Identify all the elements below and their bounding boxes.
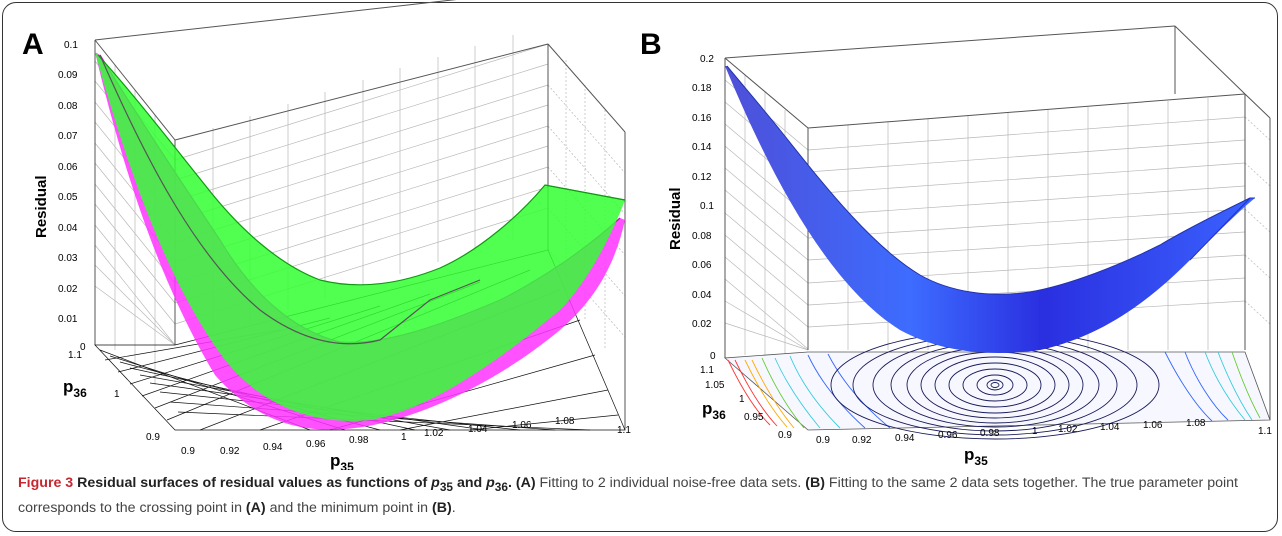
panel-b-y-tick: 1 bbox=[739, 394, 745, 405]
panel-a-x-tick: 0.94 bbox=[263, 442, 283, 453]
panel-b: B bbox=[640, 25, 1272, 468]
panel-a-y-label: p36 bbox=[63, 377, 87, 400]
caption-ref-a2: (A) bbox=[245, 499, 266, 516]
panel-b-z-tick: 0.16 bbox=[692, 113, 712, 124]
panel-a-x-tick: 1.1 bbox=[617, 425, 631, 436]
panel-a-z-tick: 0.01 bbox=[58, 314, 78, 325]
caption-text-c: and the minimum point in bbox=[265, 499, 433, 516]
panel-b-surface-blue bbox=[725, 65, 1255, 353]
panel-b-x-tick: 1 bbox=[1032, 426, 1038, 437]
panel-b-letter: B bbox=[640, 28, 662, 61]
panel-b-box bbox=[724, 25, 1271, 420]
panel-b-z-ticks: 0.2 0.18 0.16 0.14 0.12 0.1 0.08 0.06 0.… bbox=[692, 54, 716, 362]
panel-a-x-ticks: 0.9 0.92 0.94 0.96 0.98 1 1.02 1.04 1.06… bbox=[181, 416, 631, 457]
caption-ref-a: (A) bbox=[515, 475, 536, 491]
caption-text-d: . bbox=[451, 499, 456, 516]
panel-b-x-tick: 0.94 bbox=[895, 433, 915, 444]
panel-b-z-tick: 0.08 bbox=[692, 231, 712, 242]
caption-title: Residual surfaces of residual values as … bbox=[77, 475, 512, 494]
panel-a-y-tick: 1.1 bbox=[68, 350, 82, 361]
panel-a-z-ticks: 0.1 0.09 0.08 0.07 0.06 0.05 0.04 0.03 0… bbox=[58, 40, 86, 353]
panel-b-x-label: p35 bbox=[964, 445, 988, 468]
panel-a-x-tick: 1 bbox=[401, 432, 407, 443]
panel-b-y-tick: 0.9 bbox=[778, 430, 792, 441]
panel-a-crossing-lines bbox=[99, 54, 481, 345]
panel-b-x-tick: 1.04 bbox=[1100, 422, 1120, 433]
panel-a-x-tick: 1.04 bbox=[468, 424, 488, 435]
panel-b-y-label: p36 bbox=[702, 399, 726, 422]
panel-b-x-tick: 0.98 bbox=[980, 428, 1000, 439]
panel-a-x-tick: 0.9 bbox=[181, 446, 195, 457]
panel-b-x-tick: 1.08 bbox=[1186, 418, 1206, 429]
panel-b-y-tick: 0.95 bbox=[744, 412, 764, 423]
figure-caption: Figure 3 Residual surfaces of residual v… bbox=[18, 473, 1266, 519]
panel-a-surface-green bbox=[95, 52, 626, 421]
figure: A bbox=[22, 0, 1272, 470]
panel-a-z-tick: 0.08 bbox=[58, 101, 78, 112]
panel-a-z-tick: 0.02 bbox=[58, 284, 78, 295]
panel-b-y-tick: 1.05 bbox=[705, 380, 725, 391]
panel-b-x-tick: 0.9 bbox=[816, 435, 830, 446]
panel-a-z-tick: 0.06 bbox=[58, 162, 78, 173]
caption-text-b: Fitting to the same 2 data sets together… bbox=[18, 475, 1238, 516]
panel-b-z-tick: 0.02 bbox=[692, 319, 712, 330]
panel-b-z-tick: 0.12 bbox=[692, 172, 712, 183]
caption-ref-b2: (B) bbox=[432, 499, 452, 516]
panel-b-z-label: Residual bbox=[667, 187, 684, 250]
panel-a-y-ticks: 1.1 1 0.9 bbox=[68, 350, 160, 443]
panel-a-x-tick: 0.92 bbox=[220, 446, 240, 457]
panel-b-z-tick: 0.06 bbox=[692, 260, 712, 271]
panel-a-y-tick: 0.9 bbox=[146, 432, 160, 443]
panel-a-x-label: p35 bbox=[330, 451, 354, 470]
panel-a-box bbox=[94, 0, 626, 430]
panel-b-x-tick: 1.06 bbox=[1143, 420, 1163, 431]
panel-b-x-tick: 1.02 bbox=[1058, 424, 1078, 435]
panel-b-x-tick: 0.96 bbox=[938, 430, 958, 441]
panel-a-z-label: Residual bbox=[33, 175, 50, 238]
panel-a-z-tick: 0.05 bbox=[58, 192, 78, 203]
caption-text-a: Fitting to 2 individual noise-free data … bbox=[535, 475, 806, 491]
panel-b-y-ticks: 1.1 1.05 1 0.95 0.9 bbox=[700, 365, 792, 441]
caption-figure-label: Figure 3 bbox=[18, 475, 74, 491]
panel-a-z-tick: 0 bbox=[80, 342, 86, 353]
panel-b-z-tick: 0 bbox=[710, 351, 716, 362]
panel-b-y-tick: 1.1 bbox=[700, 365, 714, 376]
panel-a-z-tick: 0.09 bbox=[58, 70, 78, 81]
panel-b-z-tick: 0.18 bbox=[692, 83, 712, 94]
panel-b-z-tick: 0.1 bbox=[700, 201, 714, 212]
panel-b-z-tick: 0.14 bbox=[692, 142, 712, 153]
panel-a-x-tick: 1.02 bbox=[424, 428, 444, 439]
panel-a-letter: A bbox=[22, 28, 44, 61]
panel-a-z-tick: 0.07 bbox=[58, 131, 78, 142]
panel-b-z-tick: 0.2 bbox=[700, 54, 714, 65]
panel-b-x-tick: 1.1 bbox=[1258, 426, 1272, 437]
panel-b-z-tick: 0.04 bbox=[692, 290, 712, 301]
panel-a-z-tick: 0.1 bbox=[64, 40, 78, 51]
panel-b-x-tick: 0.92 bbox=[852, 435, 872, 446]
panel-a-x-tick: 1.08 bbox=[555, 416, 575, 427]
panel-a-x-tick: 0.98 bbox=[349, 435, 369, 446]
panel-b-floor bbox=[724, 330, 1271, 440]
panel-a-z-tick: 0.04 bbox=[58, 223, 78, 234]
caption-ref-b: (B) bbox=[805, 475, 825, 491]
panel-a-x-tick: 1.06 bbox=[512, 420, 532, 431]
panel-a-y-tick: 1 bbox=[114, 389, 120, 400]
panel-a-z-tick: 0.03 bbox=[58, 253, 78, 264]
panel-b-x-ticks: 0.9 0.92 0.94 0.96 0.98 1 1.02 1.04 1.06… bbox=[816, 418, 1272, 446]
panel-a: A bbox=[22, 0, 631, 470]
panel-a-x-tick: 0.96 bbox=[306, 439, 326, 450]
